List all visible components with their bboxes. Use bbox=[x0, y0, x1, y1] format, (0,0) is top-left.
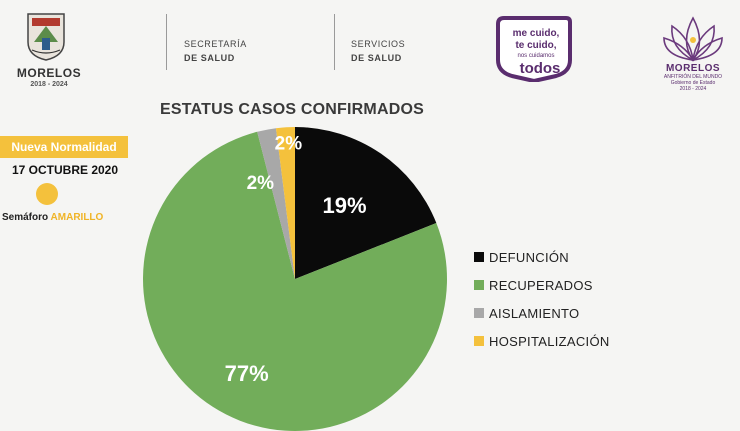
pie-data-label: 2% bbox=[247, 173, 275, 194]
chart-title: ESTATUS CASOS CONFIRMADOS bbox=[160, 101, 424, 118]
campaign-line-1: me cuido, bbox=[513, 28, 560, 39]
legend-label: DEFUNCIÓN bbox=[489, 249, 569, 265]
department-servicios: SERVICIOS DE SALUD bbox=[351, 39, 406, 63]
state-name: MORELOS bbox=[16, 66, 82, 80]
lotus-logo bbox=[663, 16, 723, 62]
chart-legend: DEFUNCIÓN RECUPERADOS AISLAMIENTO HOSPITALI… bbox=[474, 243, 610, 355]
pie-slice-recuperados bbox=[142, 131, 447, 431]
pie-data-label: 2% bbox=[275, 133, 303, 154]
semaforo-status: Semáforo AMARILLO bbox=[2, 212, 132, 223]
lotus-subtitle: ANFITRIÓN DEL MUNDO Gobierno de Estado 2… bbox=[663, 74, 723, 92]
pie-slice-aislamiento bbox=[257, 128, 295, 279]
report-date: 17 OCTUBRE 2020 bbox=[11, 163, 119, 177]
state-years: 2018 - 2024 bbox=[30, 81, 68, 88]
semaforo-value: AMARILLO bbox=[50, 212, 104, 223]
legend-label: HOSPITALIZACIÓN bbox=[489, 333, 610, 349]
phase-tag: Nueva Normalidad bbox=[0, 136, 128, 158]
pie-slice-defunción bbox=[295, 127, 437, 279]
campaign-line-3: nos cuidamos bbox=[517, 53, 554, 59]
pie-data-label: 19% bbox=[323, 193, 367, 218]
legend-item: AISLAMIENTO bbox=[474, 299, 610, 327]
state-shield-logo bbox=[27, 13, 65, 61]
legend-item: DEFUNCIÓN bbox=[474, 243, 610, 271]
header-divider bbox=[334, 14, 335, 70]
campaign-line-4: todos bbox=[520, 60, 561, 77]
campaign-logo: me cuido, te cuido, nos cuidamos todos bbox=[496, 16, 572, 82]
legend-item: RECUPERADOS bbox=[474, 271, 610, 299]
pie-chart: 19% 77% 2%2% bbox=[142, 127, 447, 431]
lotus-state-name: MORELOS bbox=[665, 63, 721, 74]
traffic-light-icon bbox=[36, 183, 58, 205]
semaforo-label: Semáforo bbox=[2, 212, 49, 223]
legend-swatch bbox=[474, 336, 484, 346]
legend-swatch bbox=[474, 308, 484, 318]
pie-data-label: 77% bbox=[225, 361, 269, 386]
legend-item: HOSPITALIZACIÓN bbox=[474, 327, 610, 355]
pie-slice-hospitalización bbox=[275, 127, 295, 279]
legend-swatch bbox=[474, 252, 484, 262]
legend-swatch bbox=[474, 280, 484, 290]
campaign-line-2: te cuido, bbox=[515, 40, 556, 51]
legend-label: RECUPERADOS bbox=[489, 277, 593, 293]
legend-label: AISLAMIENTO bbox=[489, 305, 580, 321]
department-secretaria: SECRETARÍA DE SALUD bbox=[184, 39, 247, 63]
header-divider bbox=[166, 14, 167, 70]
